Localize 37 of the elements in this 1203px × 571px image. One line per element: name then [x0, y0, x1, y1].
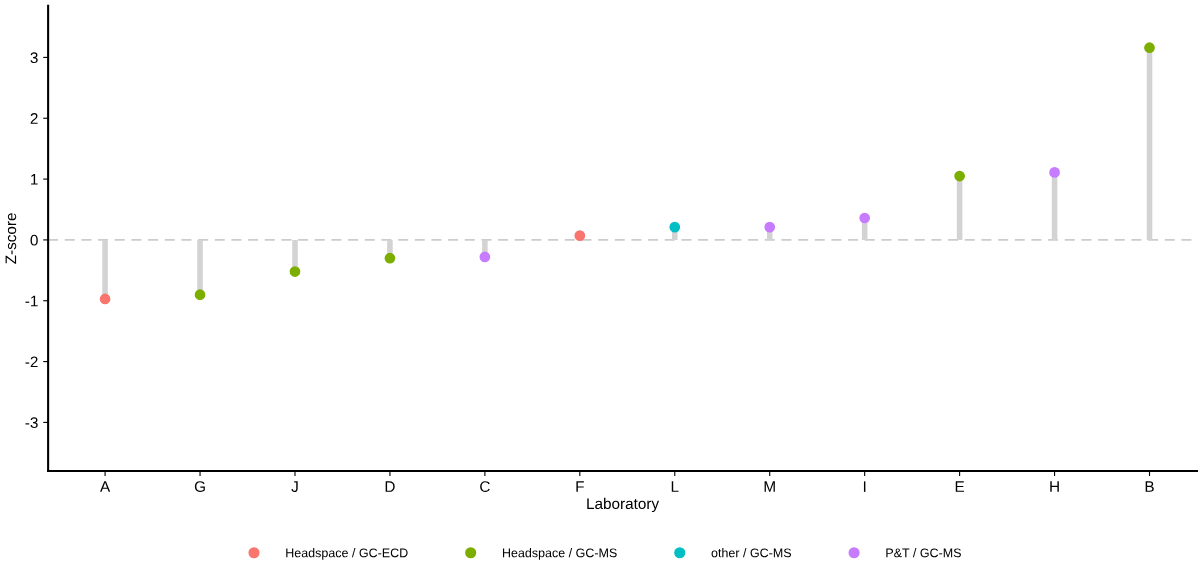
point	[574, 230, 586, 242]
point	[954, 170, 965, 182]
y-tick-label: -1	[25, 295, 38, 307]
x-tick-label: I	[863, 481, 866, 492]
point	[479, 251, 491, 263]
x-tick-label: J	[291, 481, 298, 493]
x-axis-title: Laboratory	[587, 497, 660, 513]
point	[384, 252, 396, 264]
y-tick-label: 2	[30, 113, 38, 124]
x-tick-label: M	[764, 481, 775, 492]
point	[99, 293, 111, 305]
x-tick-label: C	[480, 481, 490, 493]
x-tick-label: E	[955, 481, 965, 492]
x-tick-label: L	[671, 481, 679, 492]
y-tick-label: -2	[25, 356, 38, 368]
x-tick-label: B	[1145, 481, 1154, 492]
y-tick-label: 1	[31, 174, 38, 185]
y-tick-label: 3	[30, 52, 38, 64]
legend-label: Headspace / GC-MS	[502, 548, 617, 560]
x-tick-label: G	[194, 481, 205, 493]
legend-label: other / GC-MS	[711, 548, 792, 558]
point	[1144, 42, 1155, 54]
point	[1049, 167, 1060, 178]
x-tick-label: F	[576, 481, 584, 492]
y-axis-title: Z-score	[5, 213, 17, 264]
x-tick-label: D	[385, 481, 395, 492]
x-tick-label: A	[100, 481, 111, 492]
legend-label: P&T / GC-MS	[886, 548, 961, 558]
point	[289, 266, 301, 277]
y-tick-label: -3	[25, 417, 38, 429]
point	[859, 212, 871, 224]
x-tick-label: H	[1050, 481, 1059, 492]
point	[194, 289, 206, 301]
point	[764, 221, 776, 233]
y-tick-label: 0	[30, 234, 38, 246]
point	[669, 221, 681, 233]
legend-label: Headspace / GC-ECD	[286, 548, 408, 560]
